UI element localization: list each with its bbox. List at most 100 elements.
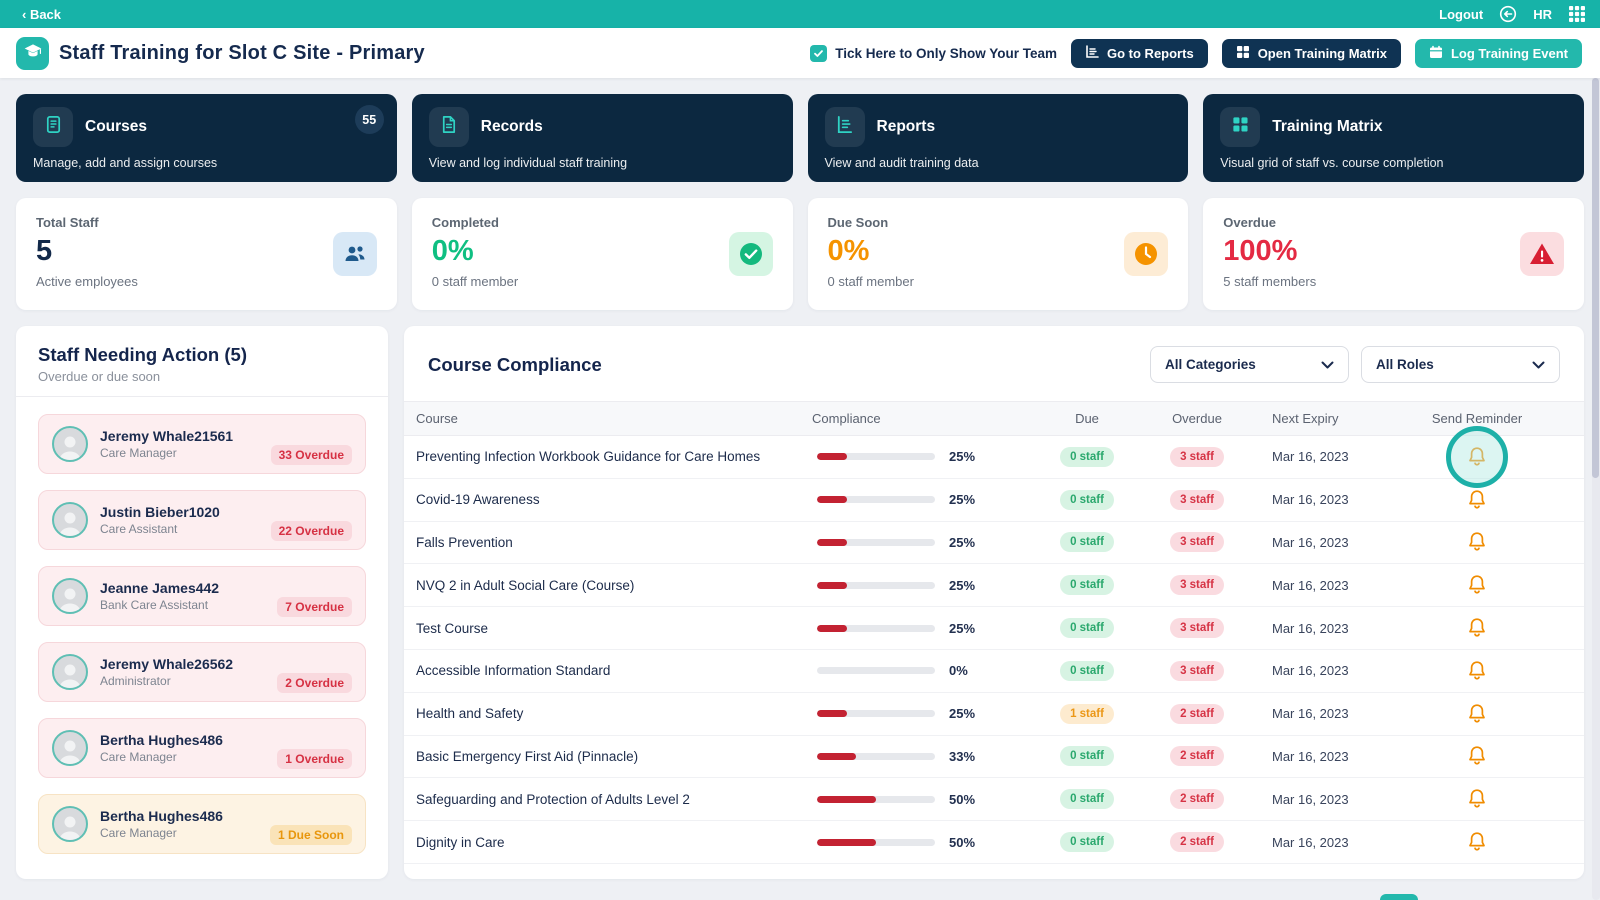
overdue-count-badge: 3 staff bbox=[1170, 618, 1224, 639]
role-filter-value: All Roles bbox=[1376, 357, 1434, 372]
compliance-progress-bar bbox=[817, 795, 935, 803]
course-name: Basic Emergency First Aid (Pinnacle) bbox=[416, 748, 639, 764]
staff-card[interactable]: Jeanne James442 Bank Care Assistant 7 Ov… bbox=[38, 566, 366, 626]
table-row[interactable]: Dignity in Care 50% 0 staff 2 staff Mar … bbox=[404, 821, 1584, 864]
page-title: Staff Training for Slot C Site - Primary bbox=[59, 41, 425, 64]
bar-chart-icon bbox=[835, 115, 854, 139]
category-filter-value: All Categories bbox=[1165, 357, 1256, 372]
stat-value: 100% bbox=[1223, 235, 1298, 267]
overdue-count-badge: 2 staff bbox=[1170, 832, 1224, 853]
page-scrollbar-thumb[interactable] bbox=[1592, 78, 1599, 478]
logout-icon[interactable] bbox=[1499, 5, 1517, 23]
back-button[interactable]: ‹ Back bbox=[22, 7, 61, 22]
course-name: Preventing Infection Workbook Guidance f… bbox=[416, 449, 761, 465]
graduation-cap-icon bbox=[23, 41, 43, 66]
due-count-badge: 0 staff bbox=[1060, 660, 1114, 681]
send-reminder-bell-icon[interactable] bbox=[1465, 658, 1489, 684]
log-training-event-button[interactable]: Log Training Event bbox=[1414, 38, 1582, 68]
staff-role: Care Manager bbox=[100, 826, 177, 840]
overdue-count-badge: 2 staff bbox=[1170, 703, 1224, 724]
staff-status-badge: 7 Overdue bbox=[277, 597, 352, 617]
table-row[interactable]: Safeguarding and Protection of Adults Le… bbox=[404, 778, 1584, 822]
send-reminder-bell-icon[interactable] bbox=[1465, 829, 1489, 855]
nav-card[interactable]: Reports View and audit training data bbox=[807, 94, 1189, 182]
stat-label: Total Staff bbox=[36, 215, 99, 230]
due-count-badge: 0 staff bbox=[1060, 489, 1114, 510]
stat-card: Overdue 100% 5 staff members bbox=[1203, 198, 1584, 310]
due-count-badge: 0 staff bbox=[1060, 789, 1114, 810]
send-reminder-bell-icon[interactable] bbox=[1465, 701, 1489, 727]
table-row[interactable]: Accessible Information Standard 0% 0 sta… bbox=[404, 650, 1584, 693]
course-name: NVQ 2 in Adult Social Care (Course) bbox=[416, 577, 635, 593]
table-row[interactable]: Health and Safety 25% 1 staff 2 staff Ma… bbox=[404, 693, 1584, 736]
staff-card[interactable]: Bertha Hughes486 Care Manager 1 Overdue bbox=[38, 718, 366, 778]
course-name: Covid-19 Awareness bbox=[416, 492, 540, 508]
staff-card[interactable]: Justin Bieber1020 Care Assistant 22 Over… bbox=[38, 490, 366, 550]
staff-card[interactable]: Jeremy Whale21561 Care Manager 33 Overdu… bbox=[38, 414, 366, 474]
send-reminder-bell-icon[interactable] bbox=[1465, 487, 1489, 513]
course-name: Test Course bbox=[416, 620, 489, 636]
send-reminder-bell-icon[interactable] bbox=[1465, 444, 1489, 470]
nav-card-description: View and log individual staff training bbox=[428, 156, 628, 170]
staff-name: Jeremy Whale21561 bbox=[100, 428, 234, 444]
category-filter-dropdown[interactable]: All Categories bbox=[1150, 346, 1349, 383]
matrix-grid-icon bbox=[1236, 45, 1250, 62]
staff-name: Justin Bieber1020 bbox=[100, 504, 220, 520]
role-filter-dropdown[interactable]: All Roles bbox=[1361, 346, 1560, 383]
back-chevron-icon: ‹ Back bbox=[22, 6, 62, 22]
apps-grid-icon[interactable] bbox=[1568, 5, 1586, 23]
table-row[interactable]: Test Course 25% 0 staff 3 staff Mar 16, … bbox=[404, 607, 1584, 650]
send-reminder-bell-icon[interactable] bbox=[1465, 743, 1489, 769]
send-reminder-bell-icon[interactable] bbox=[1465, 786, 1489, 812]
pagination-button-partial[interactable] bbox=[1380, 894, 1418, 900]
send-reminder-bell-icon[interactable] bbox=[1465, 529, 1489, 555]
page-scrollbar-track[interactable] bbox=[1592, 75, 1600, 900]
send-reminder-bell-icon[interactable] bbox=[1465, 615, 1489, 641]
avatar bbox=[52, 730, 88, 766]
logout-button[interactable]: Logout bbox=[1439, 6, 1484, 22]
col-course: Course bbox=[416, 411, 458, 426]
table-header-row: Course Compliance Due Overdue Next Expir… bbox=[404, 401, 1584, 436]
checkbox-checked-icon[interactable] bbox=[810, 44, 828, 62]
nav-card-description: Manage, add and assign courses bbox=[33, 156, 218, 170]
compliance-percent: 25% bbox=[949, 620, 976, 636]
due-count-badge: 0 staff bbox=[1060, 532, 1114, 553]
nav-card[interactable]: Training Matrix Visual grid of staff vs.… bbox=[1203, 94, 1584, 182]
next-expiry-date: Mar 16, 2023 bbox=[1272, 706, 1349, 722]
course-name: Safeguarding and Protection of Adults Le… bbox=[416, 791, 690, 807]
table-row[interactable]: Covid-19 Awareness 25% 0 staff 3 staff M… bbox=[404, 479, 1584, 522]
col-overdue: Overdue bbox=[1172, 411, 1222, 426]
compliance-progress-bar bbox=[817, 624, 935, 632]
staff-role: Care Manager bbox=[100, 446, 177, 460]
compliance-progress-bar bbox=[817, 710, 935, 718]
compliance-percent: 50% bbox=[949, 791, 976, 807]
nav-card[interactable]: Courses Manage, add and assign courses 5… bbox=[16, 94, 397, 182]
staff-needing-action-panel: Staff Needing Action (5) Overdue or due … bbox=[16, 326, 388, 879]
compliance-percent: 25% bbox=[949, 577, 976, 593]
avatar bbox=[52, 426, 88, 462]
go-to-reports-button[interactable]: Go to Reports bbox=[1071, 38, 1208, 68]
log-training-event-label: Log Training Event bbox=[1450, 45, 1568, 61]
top-bar: ‹ Back Logout HR bbox=[0, 0, 1600, 28]
show-team-checkbox[interactable]: Tick Here to Only Show Your Team bbox=[810, 44, 1057, 62]
avatar bbox=[52, 578, 88, 614]
open-training-matrix-button[interactable]: Open Training Matrix bbox=[1221, 38, 1401, 68]
page-header: Staff Training for Slot C Site - Primary… bbox=[0, 28, 1600, 78]
user-initials[interactable]: HR bbox=[1533, 6, 1552, 22]
overdue-count-badge: 3 staff bbox=[1170, 489, 1224, 510]
table-row[interactable]: Preventing Infection Workbook Guidance f… bbox=[404, 425, 1584, 488]
overdue-count-badge: 3 staff bbox=[1170, 660, 1224, 681]
compliance-progress-bar bbox=[817, 538, 935, 546]
send-reminder-bell-icon[interactable] bbox=[1465, 572, 1489, 598]
stat-sublabel: 0 staff member bbox=[431, 274, 519, 289]
table-row[interactable]: Falls Prevention 25% 0 staff 3 staff Mar… bbox=[404, 522, 1584, 565]
staff-card[interactable]: Jeremy Whale26562 Administrator 2 Overdu… bbox=[38, 642, 366, 702]
staff-status-badge: 1 Due Soon bbox=[269, 825, 352, 845]
staff-card[interactable]: Bertha Hughes486 Care Manager 1 Due Soon bbox=[38, 794, 366, 854]
table-row[interactable]: Basic Emergency First Aid (Pinnacle) 33%… bbox=[404, 736, 1584, 779]
compliance-percent: 25% bbox=[949, 449, 976, 465]
staff-panel-title: Staff Needing Action (5) bbox=[38, 344, 247, 365]
nav-card[interactable]: Records View and log individual staff tr… bbox=[411, 94, 793, 182]
table-row[interactable]: NVQ 2 in Adult Social Care (Course) 25% … bbox=[404, 564, 1584, 608]
document-icon bbox=[439, 115, 458, 139]
